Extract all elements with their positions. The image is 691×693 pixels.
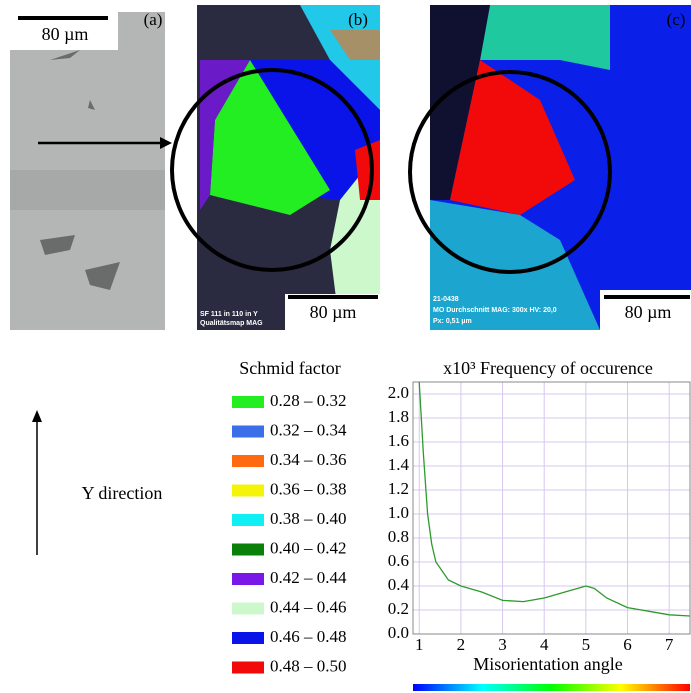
micrograph-b: 80 µm (b) SF 111 in 110 in Y Qualitätsma…: [170, 5, 380, 330]
legend-swatch: [232, 425, 264, 438]
legend-swatch: [232, 632, 264, 644]
x-axis-label: Misorientation angle: [473, 654, 622, 674]
color-bar: [413, 684, 690, 691]
legend-swatch: [232, 455, 264, 467]
panel-label: (b): [348, 10, 368, 29]
legend-label: 0.38 – 0.40: [270, 509, 347, 528]
legend-label: 0.34 – 0.36: [270, 450, 347, 469]
y-tick-label: 0.2: [388, 599, 409, 618]
y-tick-label: 1.6: [388, 431, 409, 450]
x-tick-label: 5: [582, 635, 591, 654]
legend: 0.28 – 0.32 0.32 – 0.34 0.34 – 0.36 0.36 – …: [232, 391, 347, 675]
y-tick-label: 1.8: [388, 407, 409, 426]
scale-label: 80 µm: [625, 302, 672, 322]
plot-frame: [412, 381, 691, 635]
y-tick-label: 0.8: [388, 527, 409, 546]
y-tick-label: 0.6: [388, 551, 409, 570]
plot-area: [413, 382, 690, 634]
x-tick-label: 2: [457, 635, 466, 654]
legend-swatch: [232, 543, 264, 556]
panel-label: (a): [144, 10, 163, 29]
y-tick-label: 2.0: [388, 383, 409, 402]
footer-text: SF 111 in 110 in Y: [200, 311, 258, 318]
y-tick-label: 0.4: [388, 575, 410, 594]
footer-text: Px: 0,51 µm: [433, 318, 472, 325]
y-tick-label: 1.0: [388, 503, 409, 522]
legend-label: 0.28 – 0.32: [270, 391, 347, 410]
y-tick-label: 1.4: [388, 455, 410, 474]
data-line: [418, 381, 691, 617]
legend-swatch: [232, 573, 264, 585]
x-tick-label: 3: [498, 635, 507, 654]
legend-swatch: [232, 602, 264, 615]
y-tick-label: 0.0: [388, 623, 409, 642]
legend-swatch: [232, 396, 264, 408]
legend-label: 0.32 – 0.34: [270, 420, 347, 439]
footer-text: MO Durchschnitt MAG: 300x HV: 20,0: [433, 307, 557, 314]
legend-label: 0.44 – 0.46: [270, 597, 347, 616]
x-tick-label: 7: [665, 635, 674, 654]
x-tick-label: 4: [540, 635, 549, 654]
micrograph-a: 80 µm (a): [0, 10, 165, 330]
legend-label: 0.46 – 0.48: [270, 627, 347, 646]
scale-label: 80 µm: [310, 302, 357, 322]
legend-label: 0.36 – 0.38: [270, 479, 347, 498]
footer-text: 21-0438: [433, 296, 459, 303]
legend-label: 0.40 – 0.42: [270, 538, 347, 557]
x-tick-label: 6: [623, 635, 632, 654]
legend-swatch: [232, 514, 264, 526]
footer-text: Qualitätsmap MAG: [200, 320, 263, 327]
legend-swatch: [232, 484, 264, 497]
chart: 0.0 0.2 0.4 0.6 0.8 1.0 1.2 1.4 1.6 1.8 2.0 1 2 3 4 5 6 7: [388, 381, 691, 654]
chart-title: x10³ Frequency of occurence: [443, 358, 653, 378]
legend-label: 0.48 – 0.50: [270, 656, 347, 675]
legend-label: 0.42 – 0.44: [270, 568, 347, 587]
legend-title: Schmid factor: [239, 358, 340, 378]
legend-swatch: [232, 661, 264, 674]
arrow-head: [160, 137, 172, 149]
direction-label: Y direction: [82, 483, 163, 503]
x-tick-label: 1: [415, 635, 424, 654]
y-tick-label: 1.2: [388, 479, 409, 498]
direction-arrow-head: [32, 410, 42, 422]
panel-label: (c): [667, 10, 686, 29]
scale-label: 80 µm: [42, 24, 89, 44]
micrograph-c: 80 µm (c) 21-0438 MO Durchschnitt MAG: 3…: [408, 5, 691, 330]
